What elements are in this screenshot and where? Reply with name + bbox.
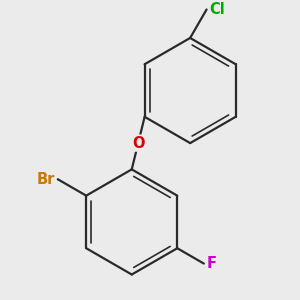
Text: Br: Br	[37, 172, 55, 187]
Text: Cl: Cl	[209, 2, 225, 17]
Text: O: O	[132, 136, 144, 151]
Text: F: F	[207, 256, 217, 271]
